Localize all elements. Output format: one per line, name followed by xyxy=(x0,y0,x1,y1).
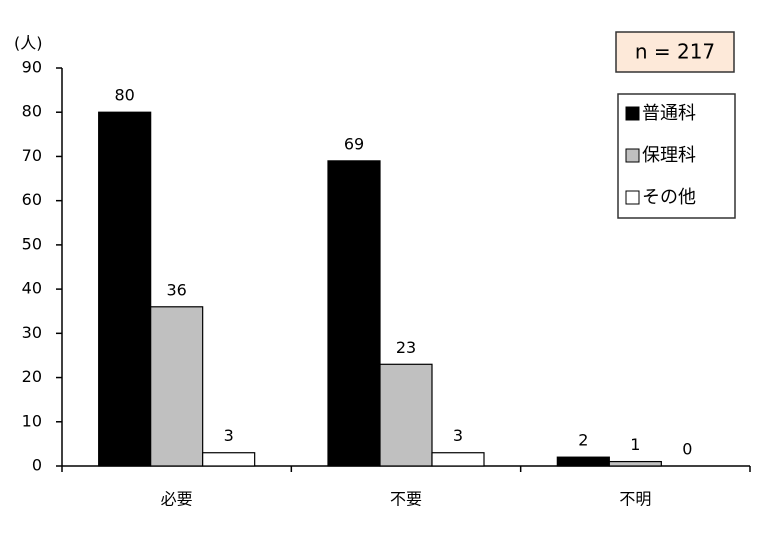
y-tick-label: 70 xyxy=(22,146,42,165)
y-tick-label: 20 xyxy=(22,367,42,386)
annotation-box xyxy=(615,31,735,73)
annotation: n = 217 xyxy=(635,40,715,64)
bar xyxy=(327,160,381,467)
y-tick-label: 30 xyxy=(22,323,42,342)
value-label: 3 xyxy=(453,426,463,445)
value-label: 23 xyxy=(396,338,416,357)
value-label: 3 xyxy=(224,426,234,445)
value-label: 0 xyxy=(682,440,692,459)
y-unit-label: (人) xyxy=(14,34,43,53)
y-tick-label: 10 xyxy=(22,411,42,430)
y-tick-label: 40 xyxy=(22,279,42,298)
value-label: 69 xyxy=(344,134,364,153)
y-tick-label: 60 xyxy=(22,190,42,209)
x-tick-label: 必要 xyxy=(161,490,193,509)
bar xyxy=(556,456,610,467)
legend-label: 保理科 xyxy=(642,145,696,166)
value-label: 2 xyxy=(578,431,588,450)
bar xyxy=(202,452,256,467)
legend-swatch xyxy=(625,190,640,205)
bar xyxy=(608,460,662,467)
y-tick-label: 50 xyxy=(22,234,42,253)
bar xyxy=(98,111,152,467)
x-tick-label: 不明 xyxy=(619,490,651,509)
bar xyxy=(431,452,485,467)
x-tick-label: 不要 xyxy=(390,490,422,509)
value-label: 1 xyxy=(630,435,640,454)
y-tick-label: 80 xyxy=(22,102,42,121)
bar xyxy=(379,363,433,467)
y-tick-label: 0 xyxy=(32,456,42,475)
legend-swatch xyxy=(625,148,640,163)
legend-swatch xyxy=(625,106,640,121)
legend-label: その他 xyxy=(642,187,696,208)
legend-label: 普通科 xyxy=(642,103,696,124)
bar xyxy=(150,306,204,467)
value-label: 80 xyxy=(114,86,134,105)
value-label: 36 xyxy=(166,280,186,299)
y-tick-label: 90 xyxy=(22,58,42,77)
